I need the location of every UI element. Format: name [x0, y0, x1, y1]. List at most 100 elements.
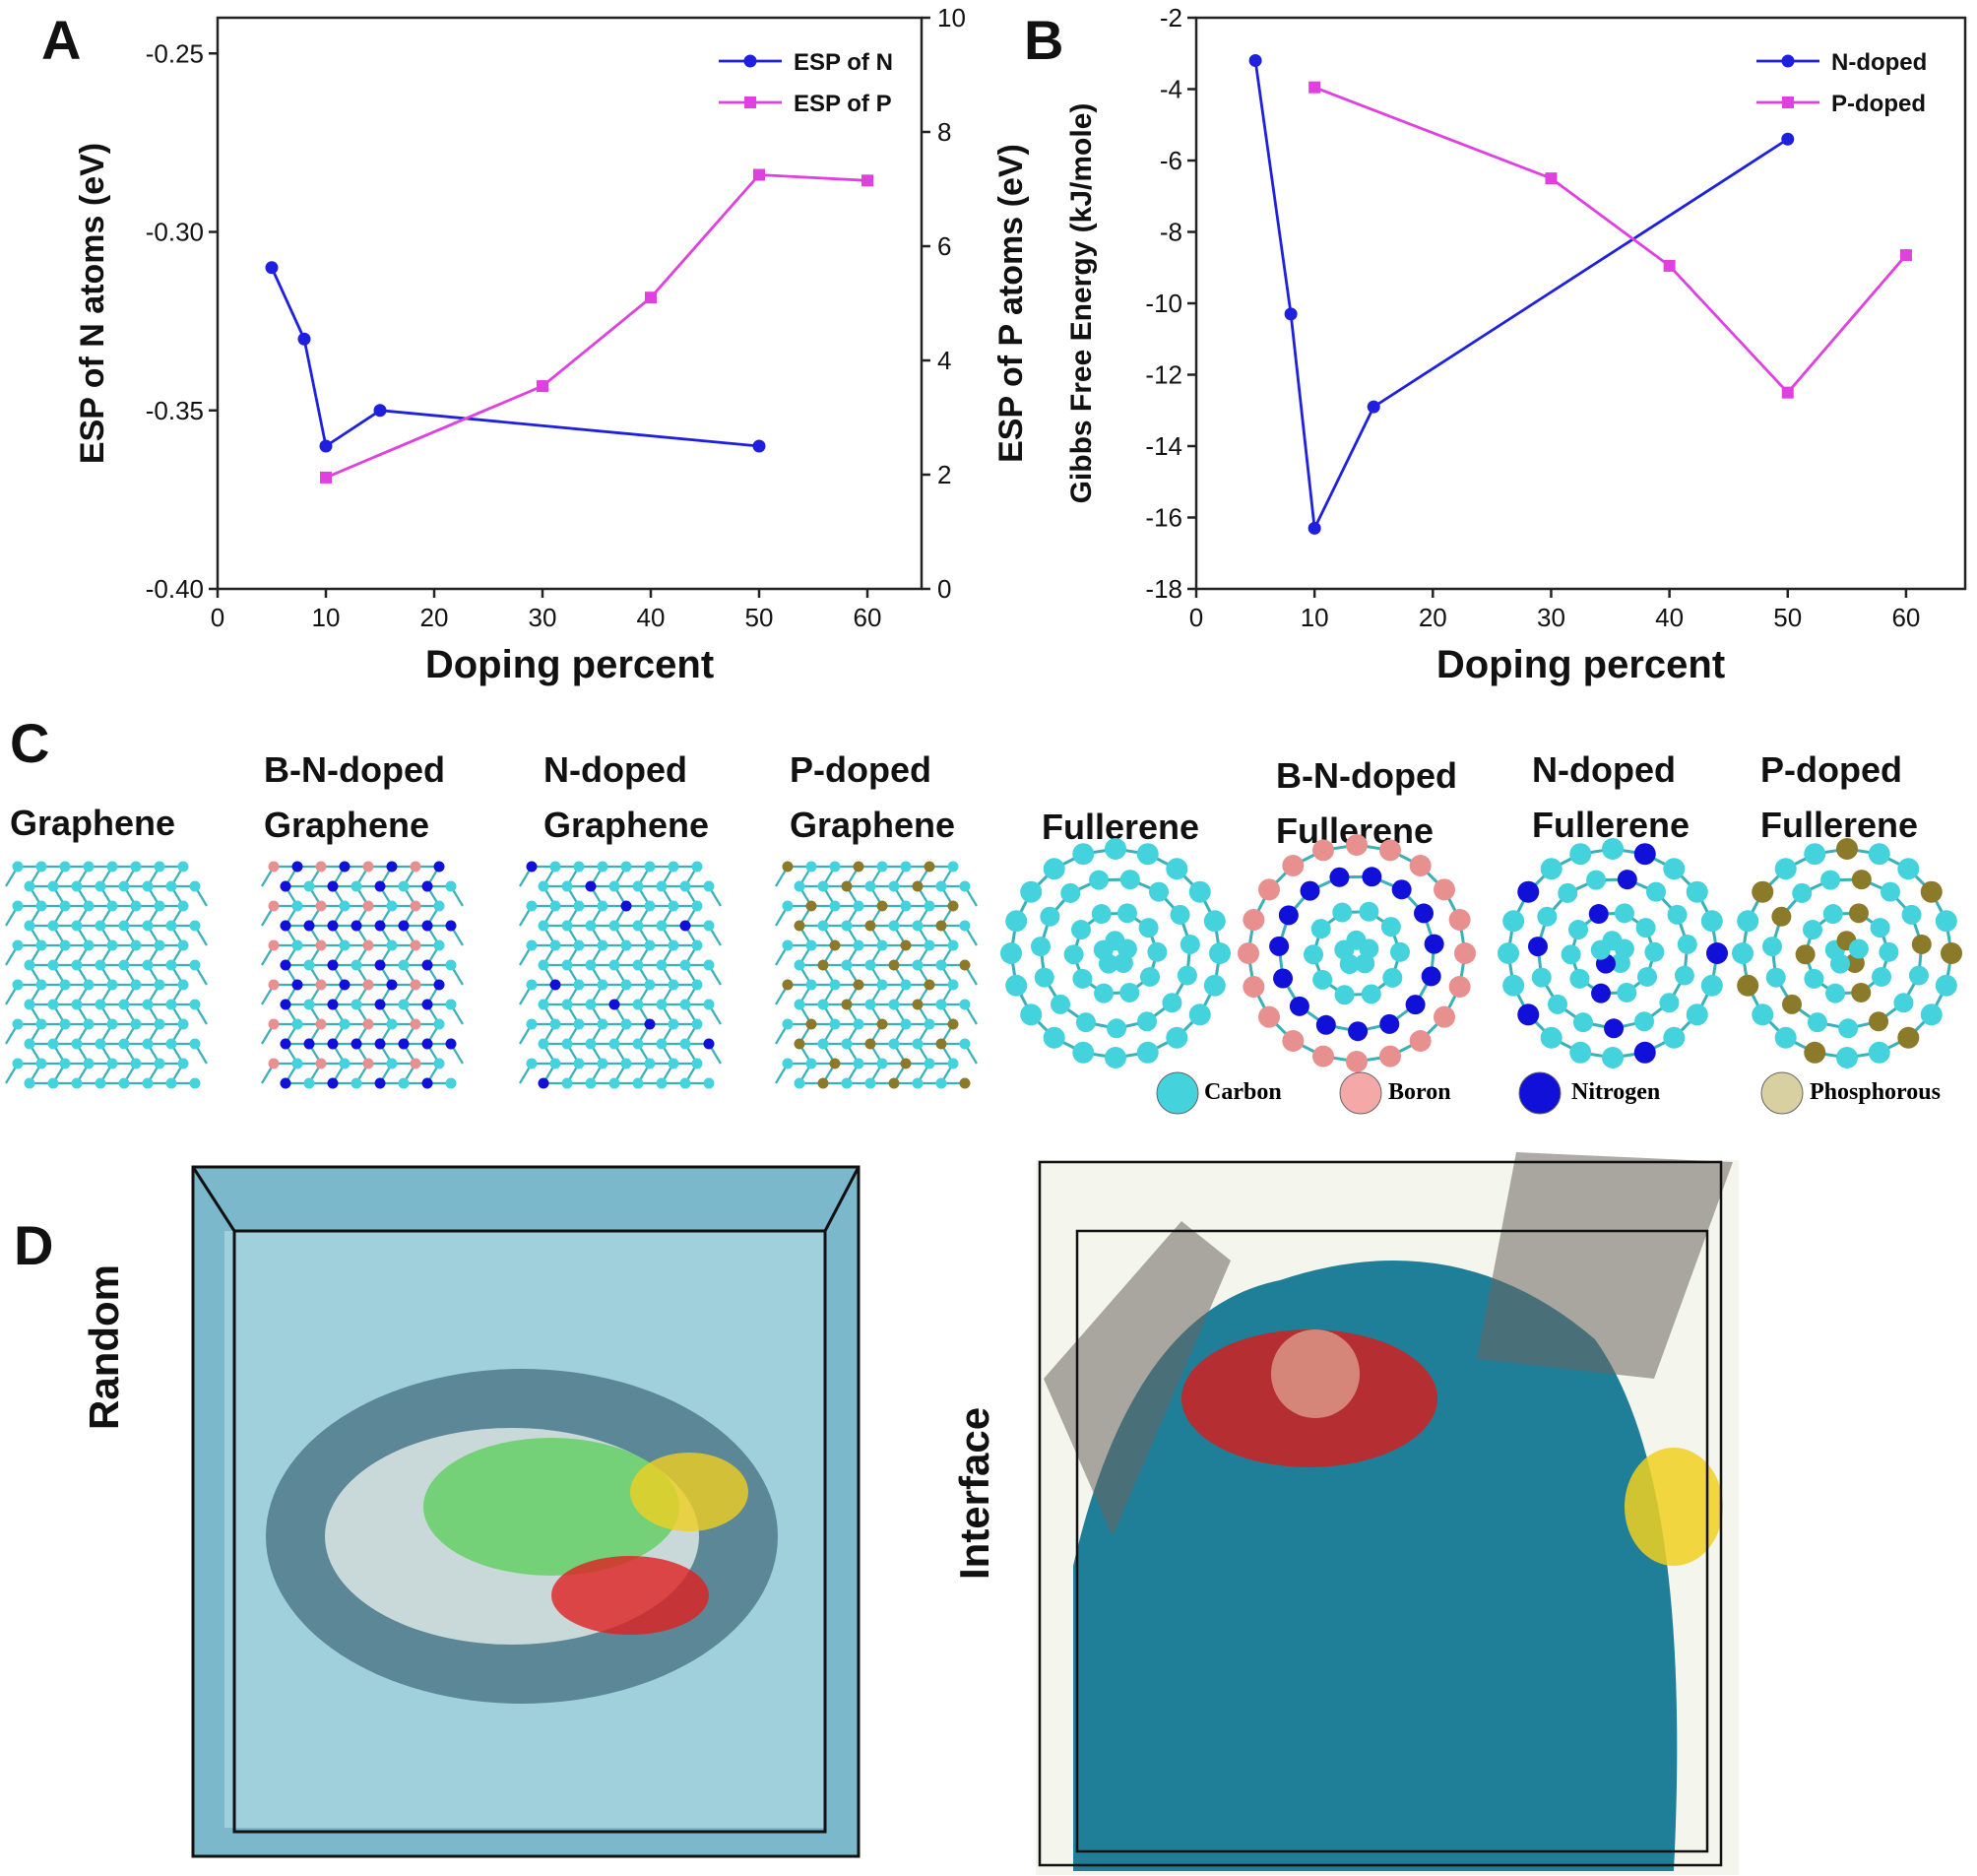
atom	[1807, 1012, 1827, 1033]
atom	[1346, 834, 1368, 856]
cage-ring	[1770, 877, 1924, 1030]
atom	[1851, 982, 1872, 1003]
atom	[1614, 938, 1634, 959]
atom	[538, 1077, 549, 1089]
x-tick-label: 60	[1891, 603, 1920, 632]
atom	[1389, 941, 1410, 962]
atom	[1409, 1029, 1432, 1052]
atom	[1020, 880, 1043, 903]
atom	[829, 1058, 841, 1069]
atom	[935, 880, 947, 892]
atom	[924, 900, 935, 912]
atom	[95, 920, 106, 932]
atom	[12, 861, 24, 873]
atom	[118, 959, 130, 971]
atom	[445, 920, 457, 932]
data-point	[1663, 259, 1676, 272]
data-point	[1307, 521, 1321, 535]
atom	[1315, 1014, 1336, 1035]
legend-label: N-doped	[1831, 49, 1927, 76]
atom	[83, 1018, 95, 1030]
atom	[620, 900, 632, 912]
atom	[59, 1058, 71, 1069]
atom	[130, 939, 142, 951]
atom	[351, 999, 362, 1010]
atom	[130, 1058, 142, 1069]
atom	[620, 1018, 632, 1030]
atom	[189, 959, 201, 971]
atom	[782, 861, 794, 873]
atom	[280, 1038, 291, 1050]
atom	[47, 959, 59, 971]
atom	[888, 920, 900, 932]
atom	[1752, 880, 1774, 903]
atom	[679, 920, 691, 932]
atom	[573, 979, 585, 991]
atom	[291, 979, 303, 991]
atom	[291, 861, 303, 873]
atom	[189, 920, 201, 932]
atom	[1517, 880, 1540, 903]
atom	[924, 979, 935, 991]
chart-b: 0 10 20 30 40 50 60 -18 -16 -14 -12 -10 -8 -6 -4 -2 Dopi…	[1065, 3, 1967, 686]
atom	[1282, 1029, 1305, 1052]
atom	[853, 1018, 864, 1030]
atom	[24, 999, 35, 1010]
atom	[924, 1018, 935, 1030]
box-back	[191, 1165, 861, 1858]
legend-boron-label: Boron	[1388, 1079, 1451, 1105]
atom	[876, 939, 888, 951]
atom	[947, 939, 959, 951]
y-tick-label: -0.25	[146, 38, 204, 68]
atom	[1170, 904, 1190, 925]
atom	[177, 939, 189, 951]
title-p-fullerene: P-doped Fullerene	[1760, 749, 1919, 845]
x-axis-title: Doping percent	[1436, 643, 1725, 686]
atom	[1851, 870, 1872, 890]
atom	[817, 1077, 829, 1089]
atom	[1635, 918, 1656, 938]
atom	[703, 999, 715, 1010]
atom	[445, 959, 457, 971]
atom	[656, 1077, 668, 1089]
atom	[561, 959, 573, 971]
atom	[177, 861, 189, 873]
atom	[608, 880, 620, 892]
atom	[841, 880, 853, 892]
fullerene-molecule	[1271, 1329, 1360, 1418]
atom	[35, 939, 47, 951]
atom	[268, 1018, 280, 1030]
atom	[83, 1058, 95, 1069]
atom	[154, 861, 165, 873]
atom	[1060, 882, 1081, 903]
atom	[597, 939, 608, 951]
atom	[608, 920, 620, 932]
x-tick-label: 10	[312, 603, 341, 632]
atom	[1105, 1047, 1126, 1068]
atom	[1243, 975, 1265, 998]
atom	[1424, 934, 1444, 954]
atom	[794, 1038, 805, 1050]
bn-graphene-sheet	[261, 861, 464, 1089]
atom	[421, 959, 433, 971]
atom	[1633, 1041, 1656, 1064]
atom	[303, 1038, 315, 1050]
atom	[47, 999, 59, 1010]
atom	[1517, 1003, 1540, 1026]
atom	[526, 979, 538, 991]
atom	[315, 979, 327, 991]
atom	[1659, 993, 1680, 1013]
atom	[351, 880, 362, 892]
atom	[912, 1038, 924, 1050]
atom	[900, 1018, 912, 1030]
atom	[1636, 966, 1657, 987]
atom	[900, 979, 912, 991]
y-tick-label: -14	[1145, 431, 1182, 461]
atom	[1089, 870, 1110, 890]
x-tick-label: 40	[637, 603, 666, 632]
atom	[959, 920, 971, 932]
atom	[1346, 1051, 1368, 1072]
atom	[841, 920, 853, 932]
atom	[864, 1038, 876, 1050]
title-bn-graphene: B-N-doped Graphene	[264, 749, 445, 845]
